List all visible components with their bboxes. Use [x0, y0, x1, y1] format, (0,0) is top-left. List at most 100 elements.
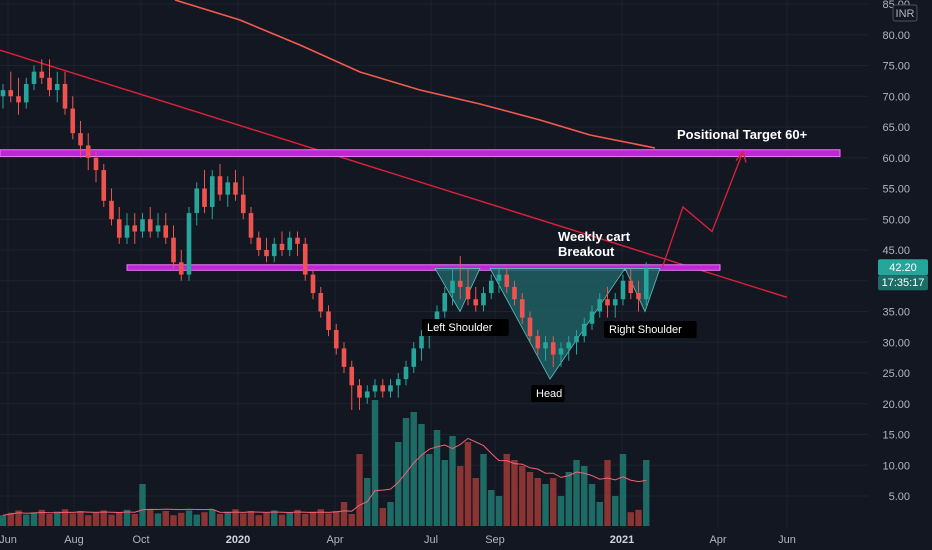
- candle-body: [341, 348, 347, 367]
- candle-body: [589, 311, 595, 324]
- volume-bar: [240, 513, 247, 526]
- volume-bar: [154, 513, 162, 526]
- volume-bar: [263, 512, 270, 526]
- volume-bar: [30, 512, 38, 526]
- candle-body: [217, 176, 223, 195]
- volume-bar: [224, 511, 231, 526]
- candle-body: [178, 262, 184, 275]
- price-tick-label: 65.00: [882, 122, 910, 134]
- candle-body: [310, 274, 316, 294]
- volume-bar: [232, 509, 239, 526]
- time-axis: Jun Aug Oct 2020 Apr Jul Sep 2021 Apr Jun: [0, 528, 932, 550]
- last-price-tag: [878, 259, 928, 276]
- price-tick-label: 75.00: [882, 61, 910, 73]
- volume-bar: [185, 510, 193, 526]
- neckline-zone: [126, 264, 721, 271]
- price-tick-label: 50.00: [882, 214, 910, 226]
- candle-body: [109, 200, 114, 220]
- volume-bar: [433, 430, 441, 526]
- head-label: Head: [536, 388, 562, 400]
- candle-body: [496, 274, 502, 281]
- volume-bar: [216, 514, 224, 526]
- price-tick-label: 20.00: [882, 399, 910, 411]
- candle-body: [8, 90, 14, 97]
- volume-bar: [317, 509, 324, 526]
- price-tick-label: 15.00: [882, 430, 910, 442]
- volume-bar: [46, 514, 53, 526]
- candle-body: [643, 268, 649, 300]
- right-shoulder-label: Right Shoulder: [609, 324, 682, 336]
- arrow-head: [735, 150, 747, 163]
- volume-bar: [534, 478, 541, 526]
- volume-bar: [54, 511, 61, 526]
- volume-bar: [131, 514, 138, 526]
- volume-bar: [441, 460, 448, 526]
- time-axis-bg: [0, 528, 932, 550]
- price-tick-label: 55.00: [882, 184, 910, 196]
- time-tick-label: Apr: [709, 534, 726, 546]
- target-zone: [0, 149, 841, 158]
- volume-bar: [7, 512, 14, 526]
- candle-body: [504, 274, 510, 287]
- price-tick-label: 30.00: [882, 337, 910, 349]
- candle-body: [535, 336, 541, 349]
- candle-body: [47, 77, 52, 91]
- volume-bar: [503, 454, 510, 526]
- volume-bar: [526, 472, 534, 526]
- volume-bar: [410, 412, 417, 526]
- volume-bar: [418, 424, 425, 526]
- currency-badge: [892, 4, 918, 22]
- candle-body: [93, 157, 99, 171]
- price-tick-label: 80.00: [882, 30, 910, 42]
- time-tick-label: Jun: [778, 534, 796, 546]
- volume-bar: [209, 509, 216, 526]
- annotations: Positional Target 60+ Weekly cartBreakout…: [422, 127, 808, 402]
- volume-bar: [69, 513, 76, 526]
- volume-bar: [255, 515, 262, 526]
- time-tick-label: Oct: [132, 534, 149, 546]
- candle-body: [16, 96, 21, 103]
- candle-body: [124, 225, 130, 238]
- volume-bar: [511, 460, 518, 526]
- volume-bar: [178, 512, 185, 526]
- candle-body: [23, 83, 29, 103]
- candle-body: [264, 250, 269, 257]
- head-label-bg: [531, 385, 565, 402]
- last-price-value: 42.20: [889, 262, 917, 274]
- candle-body: [225, 182, 231, 195]
- time-tick-label: 2020: [226, 534, 250, 546]
- candle-body: [295, 237, 300, 244]
- candle-body: [395, 379, 401, 386]
- candle-body: [364, 391, 370, 398]
- volume-bar: [170, 515, 177, 526]
- volume-bar: [557, 496, 565, 526]
- candle-body: [372, 385, 378, 392]
- head-and-shoulders-pattern: [434, 268, 661, 380]
- candle-body: [349, 366, 355, 386]
- candle-body: [326, 311, 331, 330]
- volume-bar: [340, 502, 348, 526]
- candle-body: [318, 293, 324, 312]
- breakout-label-line2: Breakout: [558, 244, 615, 259]
- volume-bar: [542, 484, 549, 526]
- volume-bar: [643, 460, 650, 526]
- right-shoulder-region: [624, 268, 661, 313]
- candle-body: [78, 133, 83, 146]
- time-tick-label: Jul: [424, 534, 438, 546]
- candle-body: [628, 280, 634, 294]
- volume-bar: [100, 510, 107, 526]
- candle-body: [248, 213, 254, 238]
- time-tick-label: Sep: [485, 534, 505, 546]
- candle-body: [101, 170, 107, 201]
- candle-body: [147, 219, 153, 232]
- time-tick-label: Aug: [64, 534, 84, 546]
- candle-body: [287, 237, 293, 250]
- candle-body: [450, 280, 455, 294]
- volume-bar: [573, 460, 580, 526]
- volume-bar: [162, 511, 169, 526]
- volume-bar: [635, 509, 642, 526]
- price-tick-label: 10.00: [882, 460, 910, 472]
- price-tick-label: 35.00: [882, 307, 910, 319]
- candle-body: [39, 71, 45, 78]
